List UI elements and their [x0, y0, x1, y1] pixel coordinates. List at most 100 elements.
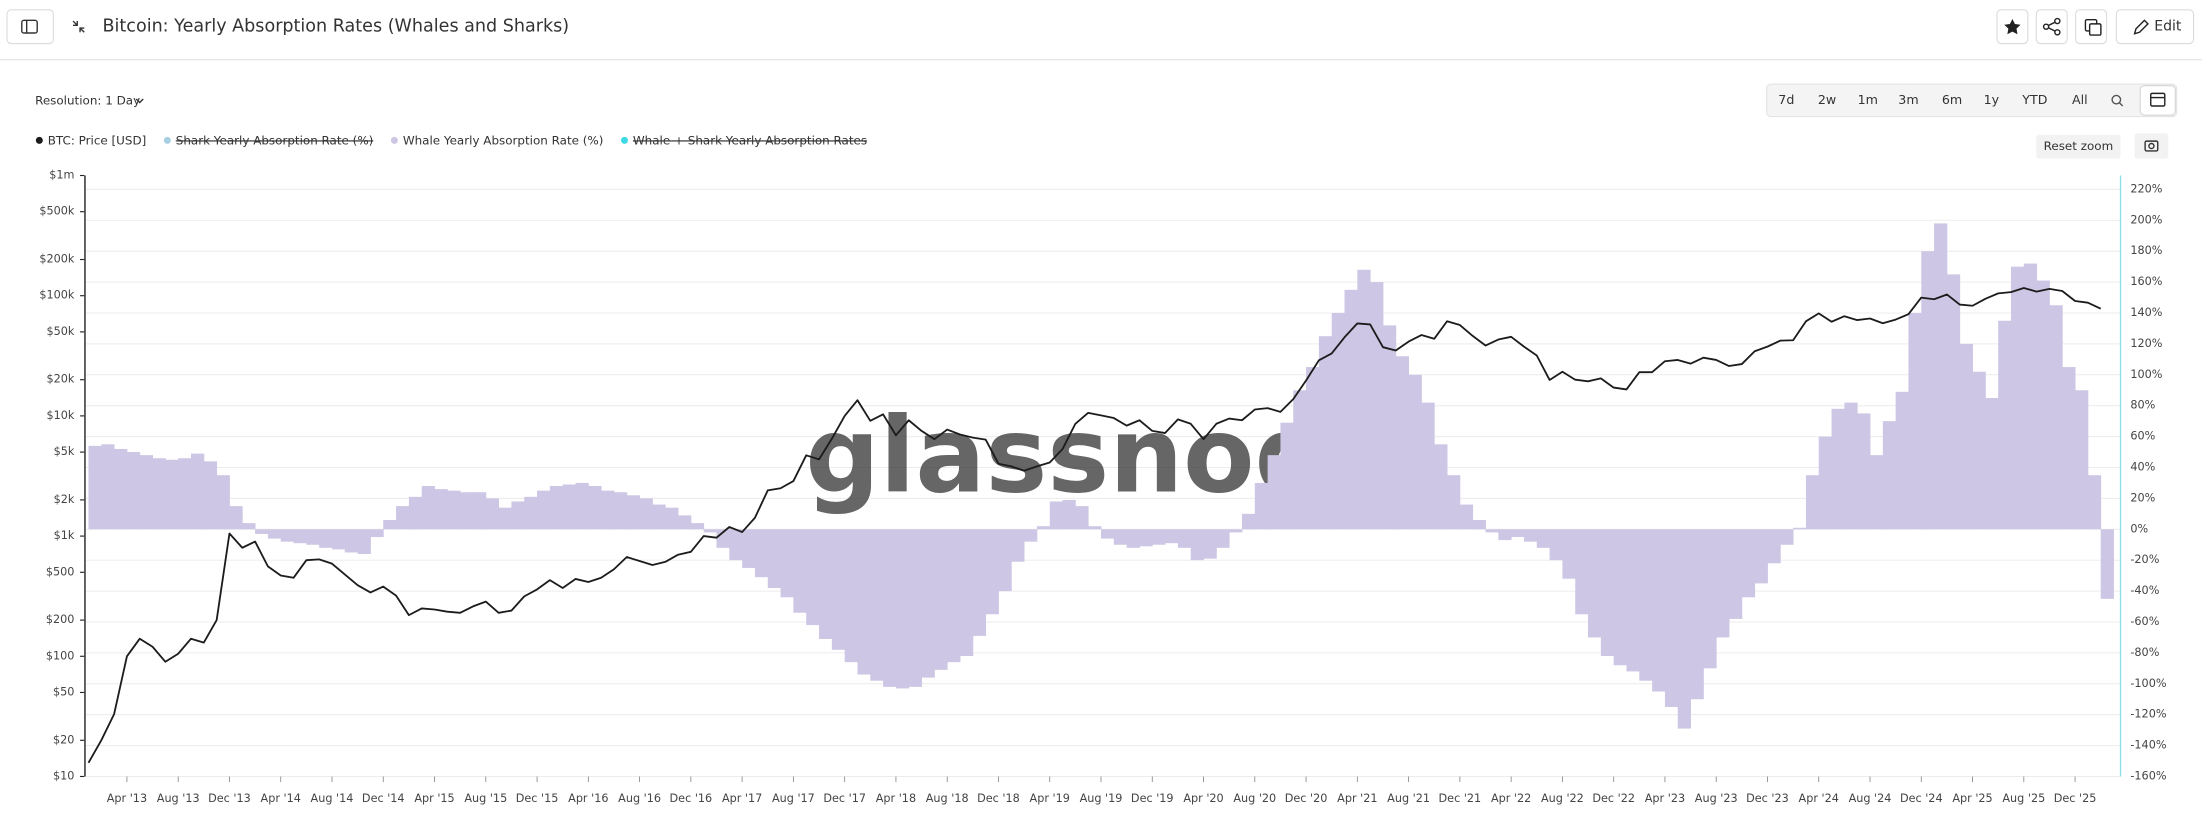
legend-item[interactable]: BTC: Price [USD]: [35, 134, 147, 148]
area-column: [1690, 529, 1704, 700]
area-column: [2087, 475, 2102, 530]
x-tick-label: Dec '24: [1900, 792, 1943, 805]
screenshot-button[interactable]: [2134, 133, 2169, 159]
legend-label[interactable]: Whale Yearly Absorption Rate (%): [403, 134, 604, 148]
reset-zoom-button[interactable]: Reset zoom: [2036, 134, 2121, 159]
legend-item[interactable]: Shark Yearly Absorption Rate (%): [163, 134, 374, 148]
reset-zoom-label[interactable]: Reset zoom: [2044, 139, 2114, 153]
legend-item[interactable]: Whale + Shark Yearly Absorption Rates: [620, 134, 867, 148]
area-column: [895, 529, 910, 689]
area-column: [639, 498, 653, 530]
button[interactable]: [2035, 9, 2068, 45]
range-button[interactable]: 1m: [1858, 92, 1878, 107]
area-column: [1626, 529, 1640, 672]
zoom-select-icon[interactable]: [2111, 94, 2124, 107]
area-column: [216, 475, 230, 530]
area-column: [613, 492, 628, 530]
area-column: [1267, 455, 1281, 530]
area-column: [1959, 343, 1973, 530]
area-column: [1357, 269, 1371, 530]
resolution-select[interactable]: Resolution: 1 Day: [35, 94, 144, 108]
range-button[interactable]: 7d: [1778, 92, 1794, 107]
button[interactable]: [2139, 85, 2176, 116]
area-column: [1036, 526, 1051, 530]
icon: [2054, 29, 2061, 36]
range-button[interactable]: All: [2072, 92, 2088, 107]
range-button[interactable]: 3m: [1898, 92, 1918, 107]
button[interactable]: [2115, 9, 2195, 45]
area-column: [1459, 504, 1474, 530]
button[interactable]: [6, 9, 54, 45]
button[interactable]: [2134, 133, 2169, 159]
y-tick-label: $1k: [54, 529, 75, 542]
area-column: [447, 490, 461, 530]
area-column: [921, 529, 935, 678]
area-column: [1985, 397, 1999, 530]
legend-marker: [390, 136, 398, 144]
x-tick-label: Dec '16: [670, 792, 713, 805]
area-column: [1844, 402, 1858, 530]
y-tick-label: $20: [53, 733, 74, 746]
collapse-icon[interactable]: [72, 20, 85, 33]
y-tick-label: $20k: [47, 373, 75, 386]
area-column: [88, 445, 102, 530]
area-column: [1575, 529, 1589, 615]
icon: [2148, 142, 2155, 150]
area-column: [1664, 529, 1679, 707]
area-column: [1434, 444, 1448, 530]
area-column: [1370, 282, 1384, 530]
y2-tick-label: -20%: [2130, 553, 2159, 566]
icon: [21, 19, 38, 34]
edit-button[interactable]: Edit: [2115, 9, 2195, 45]
area-column: [1831, 408, 1845, 530]
range-button[interactable]: 2w: [1818, 92, 1836, 107]
legend-item[interactable]: Whale Yearly Absorption Rate (%): [390, 134, 604, 148]
favorite-button[interactable]: [1996, 9, 2029, 45]
area-column: [191, 453, 205, 530]
area-column: [1126, 529, 1140, 548]
y2-tick-label: 160%: [2130, 275, 2162, 288]
button[interactable]: [2036, 134, 2121, 159]
area-column: [1677, 529, 1691, 729]
area-column: [1088, 526, 1102, 530]
x-tick-label: Apr '25: [1952, 792, 1992, 805]
edit-label[interactable]: Edit: [2154, 19, 2182, 35]
area-column: [1216, 529, 1230, 548]
sidebar-toggle[interactable]: [6, 9, 54, 45]
x-tick-label: Dec '23: [1746, 792, 1789, 805]
legend-label[interactable]: BTC: Price [USD]: [48, 134, 147, 148]
resolution-label[interactable]: Resolution: 1 Day: [35, 94, 140, 108]
area-column: [408, 496, 423, 530]
area-column: [460, 492, 474, 530]
area-column: [1152, 529, 1166, 545]
area-column: [498, 507, 512, 530]
area-column: [819, 529, 833, 639]
range-button[interactable]: 6m: [1942, 92, 1962, 107]
area-column: [1895, 391, 1909, 530]
area-column: [2075, 390, 2089, 530]
legend-label[interactable]: Whale + Shark Yearly Absorption Rates: [633, 134, 867, 148]
area-column: [793, 529, 807, 613]
icon: [2054, 17, 2061, 25]
calendar-button[interactable]: [2139, 85, 2176, 116]
area-column: [588, 486, 602, 530]
y-tick-label: $1m: [49, 169, 74, 182]
share-button[interactable]: [2035, 9, 2068, 45]
range-button[interactable]: 1y: [1984, 92, 2000, 107]
range-button[interactable]: YTD: [2021, 92, 2047, 107]
x-tick-label: Dec '21: [1439, 792, 1482, 805]
area-column: [1421, 402, 1435, 530]
area-column: [2023, 263, 2038, 530]
area-column: [857, 529, 871, 675]
area-column: [575, 482, 589, 530]
x-tick-label: Aug '20: [1233, 792, 1276, 805]
legend-label[interactable]: Shark Yearly Absorption Rate (%): [176, 134, 374, 148]
y2-tick-label: -140%: [2130, 739, 2166, 752]
x-tick-label: Aug '14: [311, 792, 354, 805]
x-tick-label: Apr '21: [1337, 792, 1377, 805]
copy-button[interactable]: [2075, 9, 2108, 45]
y-tick-label: $500: [46, 565, 75, 578]
area-column: [1523, 529, 1538, 542]
x-tick-label: Aug '15: [464, 792, 507, 805]
